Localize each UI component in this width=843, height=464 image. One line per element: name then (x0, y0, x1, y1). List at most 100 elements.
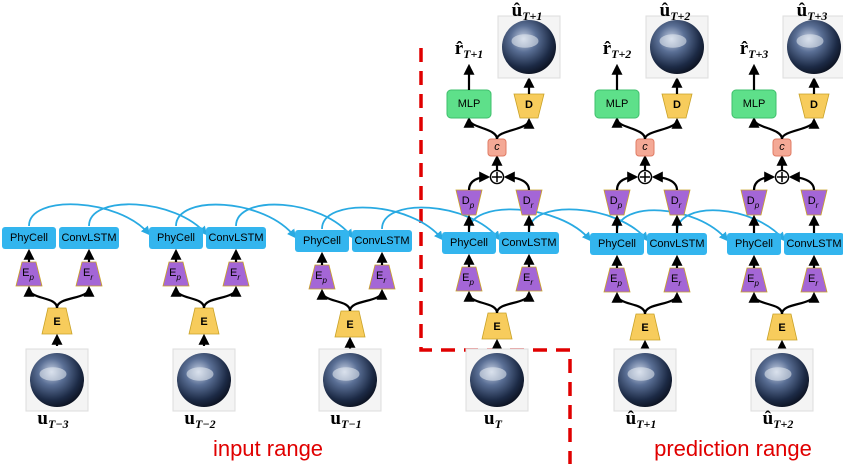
encoder-label: E (493, 321, 500, 333)
phycell-label: PhyCell (10, 232, 48, 244)
arrow (469, 119, 497, 139)
encoder-p-label-base: E (462, 272, 469, 284)
arrow (497, 120, 529, 139)
prediction-label-base: û (512, 0, 523, 21)
decoder-p-label-sub: p (469, 201, 475, 210)
input-label-base: û (763, 408, 774, 429)
reward-label-sub: T+2 (611, 47, 631, 61)
encoder-p-label-base: E (610, 273, 617, 285)
prediction-label-sub: T+3 (807, 9, 827, 23)
arrow (754, 119, 782, 139)
concat-label: c (779, 141, 785, 153)
input-label-sub: T+1 (636, 417, 656, 431)
globe-cloud (660, 34, 687, 48)
globe-cloud (187, 367, 214, 381)
arrow (617, 294, 645, 314)
concat-label: c (642, 141, 648, 153)
decoder-p-label-sub: p (617, 201, 623, 210)
encoder-p-label-base: E (169, 267, 176, 279)
prediction-label: ûT+1 (512, 0, 543, 22)
input-label-sub: T−2 (195, 417, 216, 431)
phycell-label: PhyCell (598, 238, 636, 250)
decoder-r-label-sub: r (816, 201, 819, 210)
arrow (645, 294, 677, 314)
arrow (469, 293, 497, 313)
arrow (29, 288, 57, 308)
input-label-base: u (37, 408, 48, 429)
globe-cloud (765, 367, 792, 381)
input-label-base: u (484, 408, 495, 429)
encoder-p-label-base: E (315, 270, 322, 282)
reward-label: r̂T+1 (455, 38, 484, 60)
prediction-label-base: û (660, 0, 671, 21)
arrow (782, 120, 814, 139)
prediction-label-sub: T+2 (670, 9, 690, 23)
reward-label-sub: T+1 (463, 47, 483, 61)
encoder-r-label-base: E (83, 267, 90, 279)
phycell-label: PhyCell (303, 235, 341, 247)
input-label: ûT+1 (626, 408, 657, 430)
reward-label: r̂T+2 (603, 38, 632, 60)
input-label-base: u (330, 408, 341, 429)
arrow (497, 293, 529, 313)
concat-label: c (494, 141, 500, 153)
encoder-p-label-sub: p (753, 279, 759, 288)
mlp-label: MLP (606, 98, 629, 110)
prediction-label: ûT+3 (797, 0, 828, 22)
encoder-p-label-sub: p (175, 273, 181, 282)
encoder-p-label-sub: p (468, 278, 474, 287)
decoder-p-label-base: D (747, 195, 755, 207)
convlstm-label: ConvLSTM (501, 237, 556, 249)
encoder-r-label-base: E (808, 273, 815, 285)
convlstm-label: ConvLSTM (786, 238, 841, 250)
encoder-p-label-sub: p (28, 273, 34, 282)
encoder-label: E (641, 322, 648, 334)
input-label-sub: T (495, 417, 503, 431)
convlstm-label: ConvLSTM (354, 235, 409, 247)
arrow (57, 288, 89, 308)
globe-cloud (797, 34, 824, 48)
input-label-base: û (626, 408, 637, 429)
arrow (617, 177, 636, 190)
arrow (791, 177, 814, 190)
encoder-label: E (778, 322, 785, 334)
input-label: uT−3 (37, 408, 68, 430)
mlp-label: MLP (458, 98, 481, 110)
input-label-base: u (184, 408, 195, 429)
prediction-range-label: prediction range (654, 436, 812, 461)
convlstm-label: ConvLSTM (649, 238, 704, 250)
encoder-p-label-base: E (22, 267, 29, 279)
encoder-r-label-sub: r (815, 279, 818, 288)
phycell-label: PhyCell (735, 238, 773, 250)
encoder-r-label-base: E (230, 267, 237, 279)
decoder-r-label-sub: r (531, 201, 534, 210)
decoder-label: D (810, 99, 818, 111)
arrow (322, 291, 350, 311)
decoder-p-label-base: D (610, 195, 618, 207)
decoder-r-label-base: D (808, 195, 816, 207)
input-label: ûT+2 (763, 408, 794, 430)
reward-label-sub: T+3 (748, 47, 768, 61)
arrow (617, 119, 645, 139)
encoder-label: E (346, 319, 353, 331)
convlstm-label: ConvLSTM (61, 232, 116, 244)
convlstm-label: ConvLSTM (208, 232, 263, 244)
decoder-r-label-sub: r (679, 201, 682, 210)
phycell-label: PhyCell (450, 237, 488, 249)
arrow (645, 120, 677, 139)
decoder-p-label-base: D (462, 195, 470, 207)
decoder-r-label-base: D (671, 195, 679, 207)
arrow (350, 291, 382, 311)
encoder-r-label-sub: r (530, 278, 533, 287)
arrow (754, 177, 773, 190)
decoder-r-label-base: D (523, 195, 531, 207)
arrow (654, 177, 677, 190)
arrow (469, 177, 488, 190)
globe-cloud (512, 34, 539, 48)
encoder-r-label-sub: r (383, 276, 386, 285)
diagram: input range prediction range PhyCellConv… (0, 0, 843, 464)
arrow (506, 177, 529, 190)
arrow (754, 294, 782, 314)
encoder-r-label-base: E (376, 270, 383, 282)
encoder-r-label-sub: r (237, 273, 240, 282)
